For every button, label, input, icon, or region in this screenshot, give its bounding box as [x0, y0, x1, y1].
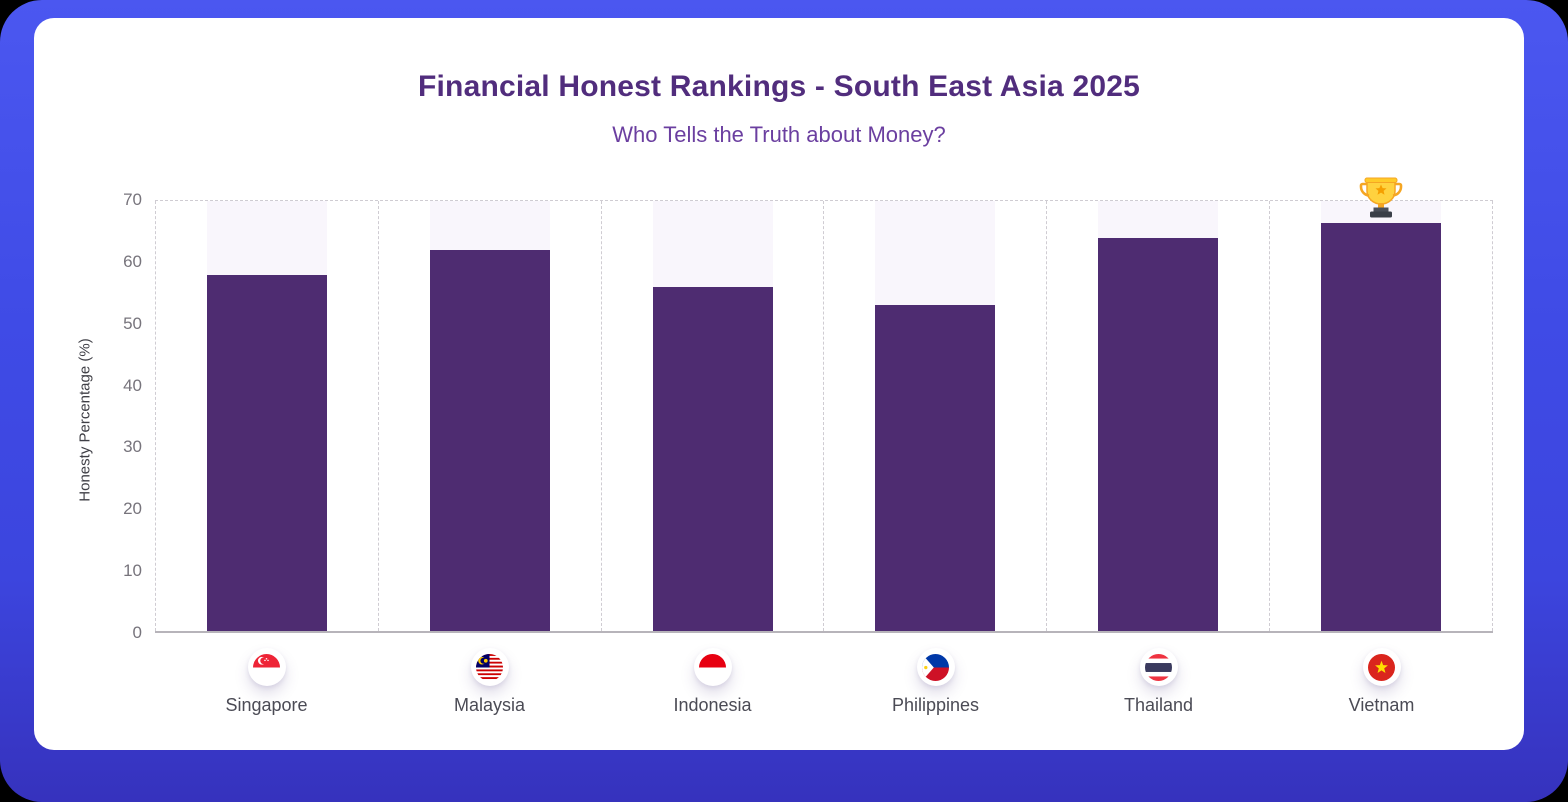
- category-label-thailand: Thailand: [1123, 695, 1194, 715]
- x-axis-item-philippines: Philippines: [824, 635, 1047, 716]
- chart-column-malaysia: [377, 201, 601, 631]
- vietnam-flag-icon: [1362, 648, 1401, 686]
- chart-column-thailand: [1046, 201, 1269, 631]
- chart-column-vietnam: [1269, 177, 1493, 631]
- philippines-flag-icon: [916, 648, 955, 686]
- chart-column-indonesia: [600, 201, 824, 631]
- y-tick-30: 30: [123, 437, 142, 457]
- x-axis: Singapore Malaysia Indonesia Philippines …: [155, 635, 1493, 716]
- singapore-flag-icon: [247, 648, 286, 686]
- y-tick-10: 10: [123, 561, 142, 581]
- plot-area: [155, 177, 1493, 633]
- bar-vietnam: [1321, 222, 1442, 631]
- y-axis-ticks: 0 10 20 30 40 50 60 70: [34, 190, 142, 642]
- chart-title: Financial Honest Rankings - South East A…: [417, 70, 1140, 103]
- bar-track-philippines: [875, 201, 996, 631]
- x-axis-item-vietnam: Vietnam: [1270, 635, 1493, 716]
- thailand-flag-icon: [1139, 648, 1178, 686]
- bar-track-indonesia: [652, 201, 773, 631]
- bar-philippines: [875, 305, 996, 631]
- y-tick-0: 0: [132, 623, 142, 642]
- bar-track-vietnam: [1321, 201, 1442, 631]
- trophy-icon: [1359, 175, 1403, 226]
- y-tick-50: 50: [123, 313, 142, 333]
- chart-column-singapore: [155, 201, 378, 631]
- chart-card: Financial Honest Rankings - South East A…: [34, 18, 1524, 750]
- x-axis-item-malaysia: Malaysia: [378, 635, 601, 716]
- bar-malaysia: [429, 250, 550, 631]
- x-axis-item-thailand: Thailand: [1047, 635, 1270, 716]
- category-label-singapore: Singapore: [225, 695, 308, 715]
- malaysia-flag-icon: [470, 648, 509, 686]
- y-tick-40: 40: [123, 375, 142, 395]
- chart-subtitle: Who Tells the Truth about Money?: [612, 122, 946, 147]
- bar-indonesia: [652, 287, 773, 631]
- category-label-vietnam: Vietnam: [1348, 695, 1415, 715]
- bar-thailand: [1098, 237, 1219, 631]
- bar-track-malaysia: [429, 201, 550, 631]
- category-label-indonesia: Indonesia: [673, 695, 752, 715]
- x-axis-item-singapore: Singapore: [155, 635, 378, 716]
- category-label-malaysia: Malaysia: [453, 695, 526, 715]
- indonesia-flag-icon: [693, 648, 732, 686]
- y-tick-20: 20: [123, 499, 142, 519]
- bar-track-thailand: [1098, 201, 1219, 631]
- category-label-philippines: Philippines: [891, 695, 980, 715]
- y-tick-60: 60: [123, 251, 142, 271]
- bar-chart: Honesty Percentage (%) 0 10 20 30 40 50 60 70 S…: [34, 18, 1524, 750]
- y-tick-70: 70: [123, 190, 142, 209]
- x-axis-item-indonesia: Indonesia: [601, 635, 824, 716]
- bar-track-singapore: [206, 201, 327, 631]
- bar-singapore: [206, 274, 327, 631]
- chart-column-philippines: [823, 201, 1046, 631]
